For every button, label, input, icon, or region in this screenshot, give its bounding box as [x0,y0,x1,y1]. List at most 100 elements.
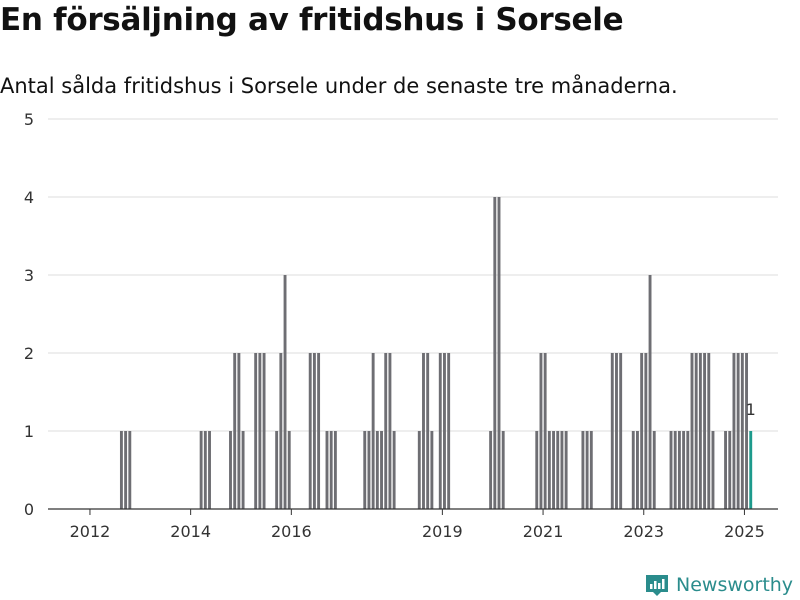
y-tick-label: 1 [24,422,34,441]
bar [493,197,497,509]
bar [279,353,283,509]
bar [686,431,690,509]
bar [728,431,732,509]
bar [745,353,748,509]
x-tick-label: 2016 [271,522,312,541]
bar [388,353,392,509]
bar [254,353,258,509]
y-tick-label: 5 [24,110,34,129]
bar [367,431,371,509]
bar [652,431,656,509]
bar [380,431,383,509]
bar [497,197,501,509]
annotation-label: 1 [746,400,756,419]
bar [241,431,245,509]
bar [724,431,728,509]
bar [447,353,451,509]
bar [308,353,312,509]
bar [312,353,316,509]
x-tick-label: 2012 [70,522,111,541]
bar [698,353,702,509]
x-tick-layer: 2012 2014 2016 2019 2021 2023 2025 [70,509,765,541]
bar [736,353,740,509]
bar [199,431,203,509]
bar [317,353,321,509]
bar [585,431,589,509]
bar [438,353,442,509]
bar [426,353,430,509]
bar [443,353,446,509]
x-tick-label: 2014 [170,522,211,541]
brand-logo: Newsworthy [644,570,793,600]
bar [203,431,207,509]
bar [610,353,614,509]
y-tick-label: 2 [24,344,34,363]
bar [539,353,543,509]
bar [430,431,434,509]
bar [644,353,648,509]
bar [732,353,736,509]
bar [392,431,396,509]
bar [233,353,237,509]
bar [556,431,560,509]
bar [384,353,388,509]
bar-layer [119,197,753,509]
bar [124,431,128,509]
bar [325,431,329,509]
bar [552,431,555,509]
bar [703,353,707,509]
bar [229,431,232,509]
bar [648,275,652,509]
bar [581,431,585,509]
bar [287,431,291,509]
bar [422,353,425,509]
bar [329,431,333,509]
bar [636,431,639,509]
bar [501,431,505,509]
bar [283,275,287,509]
bar [631,431,635,509]
bar [564,431,568,509]
bar [262,353,266,509]
bar [375,431,379,509]
bar [560,431,564,509]
bar [640,353,644,509]
bar [682,431,686,509]
bar [677,431,681,509]
bar [669,431,673,509]
bar [119,431,123,509]
y-tick-label: 3 [24,266,34,285]
grid-layer [48,118,778,432]
bar [489,431,493,509]
y-tick-layer: 0 1 2 3 4 5 [24,110,34,519]
bar [128,431,132,509]
x-tick-label: 2021 [523,522,564,541]
bar [237,353,241,509]
x-tick-label: 2023 [623,522,664,541]
brand-name: Newsworthy [676,574,794,596]
bar [589,431,593,509]
bar [208,431,211,509]
bar [740,353,744,509]
bar [547,431,551,509]
x-tick-label: 2019 [422,522,463,541]
bar [535,431,539,509]
bar [711,431,715,509]
bar [707,353,711,509]
bar [615,353,618,509]
page-subtitle: Antal sålda fritidshus i Sorsele under d… [0,74,678,98]
newsworthy-logo-icon [646,575,668,596]
bar [333,431,337,509]
bar [690,353,694,509]
bar [694,353,698,509]
bar [543,353,547,509]
bar [363,431,367,509]
page-title: En försäljning av fritidshus i Sorsele [0,2,624,38]
bar [275,431,279,509]
bar [619,353,623,509]
bar [258,353,262,509]
y-tick-label: 0 [24,500,34,519]
bar [673,431,677,509]
bar [749,431,753,509]
